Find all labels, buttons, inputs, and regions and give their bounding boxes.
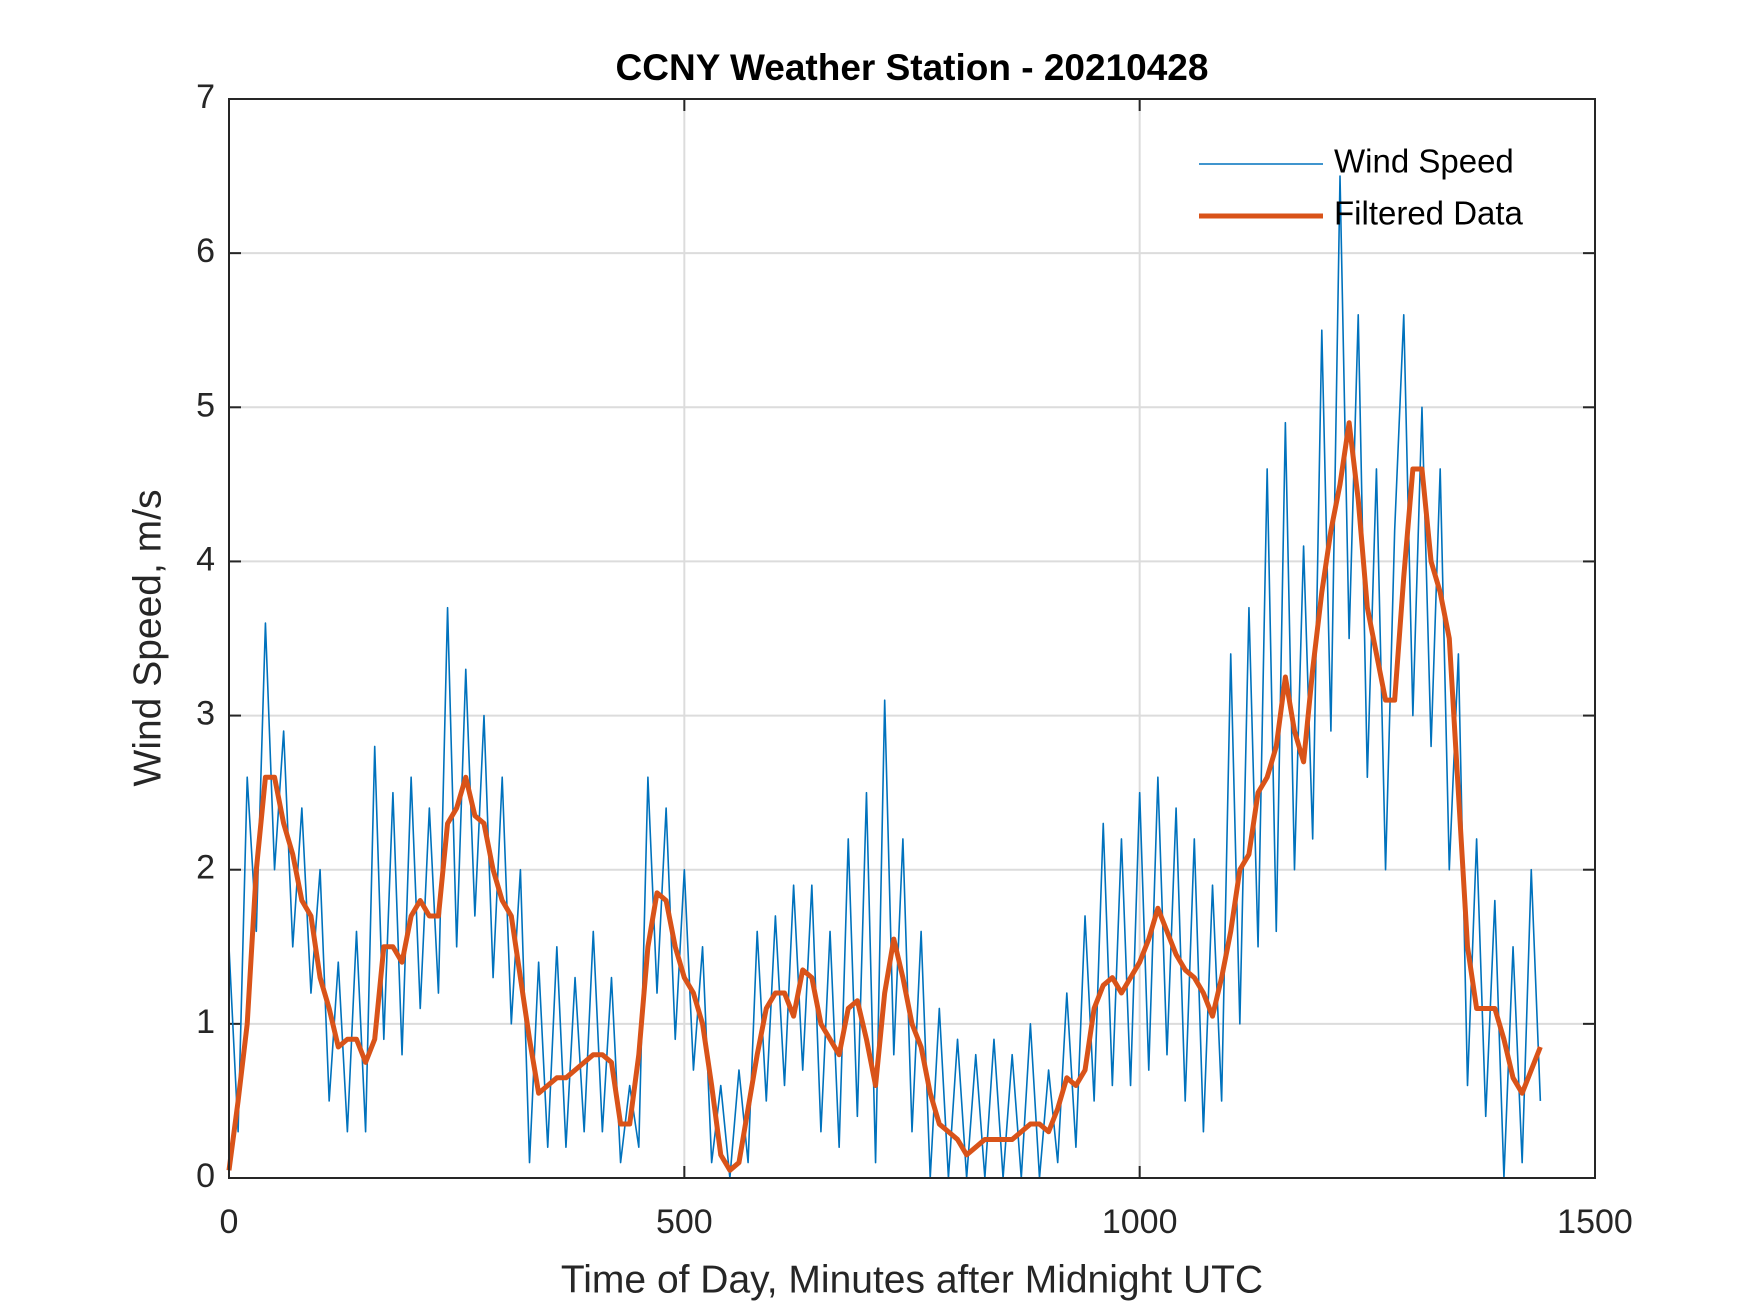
y-tick-label: 7 xyxy=(196,78,215,116)
axes-box xyxy=(228,98,1596,1179)
x-tick-label: 1500 xyxy=(1557,1203,1633,1241)
y-axis-label: Wind Speed, m/s xyxy=(126,490,169,787)
y-tick-label: 4 xyxy=(196,540,215,578)
x-tick-label: 1000 xyxy=(1102,1203,1178,1241)
data-line xyxy=(226,420,1543,1173)
legend-label: Wind Speed xyxy=(1334,143,1514,180)
chart-title: CCNY Weather Station - 20210428 xyxy=(616,47,1209,88)
y-tick-label: 6 xyxy=(196,232,215,270)
data-line xyxy=(228,175,1542,1179)
y-tick-label: 0 xyxy=(196,1157,215,1195)
legend-label: Filtered Data xyxy=(1334,195,1524,232)
y-tick-label: 3 xyxy=(196,695,215,733)
y-tick-label: 2 xyxy=(196,849,215,887)
x-axis-label: Time of Day, Minutes after Midnight UTC xyxy=(561,1258,1263,1301)
plot-area xyxy=(229,99,1595,1178)
y-tick-label: 5 xyxy=(196,386,215,424)
x-tick-label: 0 xyxy=(220,1203,239,1241)
y-tick-label: 1 xyxy=(196,1003,215,1041)
x-tick-label: 500 xyxy=(656,1203,713,1241)
